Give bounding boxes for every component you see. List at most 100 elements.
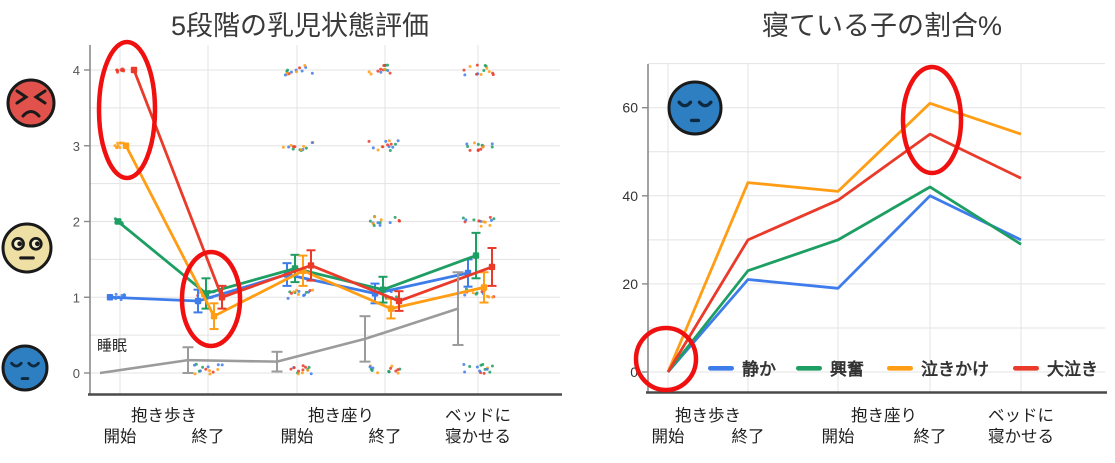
jitter-dot [462,68,466,72]
jitter-dot [286,68,290,72]
jitter-dot [289,143,293,147]
left-chart-title: 5段階の乳児状態評価 [171,11,429,41]
jitter-dot [479,72,483,76]
jitter-dot [378,221,382,225]
jitter-dot [297,369,301,373]
left-pupil [17,241,23,247]
series-line [666,132,1022,373]
jitter-dot [388,149,392,153]
jitter-dot [310,141,314,145]
jitter-dot [204,367,208,371]
jitter-dot [379,67,383,71]
jitter-dot [385,63,389,67]
jitter-dot [466,144,470,148]
jitter-dot [488,223,492,227]
point-marker [210,312,218,320]
jitter-dot [462,363,466,367]
frown-mouth [21,110,41,118]
jitter-dot [468,365,472,369]
series-line [106,258,473,314]
neutral-face-head [1,222,53,274]
x-sub-label: 開始 [281,427,314,446]
jitter-dot [475,291,479,295]
jitter-dot [307,365,311,369]
highlight-ellipse-annotation [96,39,158,181]
jitter-dot [464,287,468,291]
jitter-dot [471,291,475,295]
jitter-dot [367,70,371,74]
jitter-dot [472,218,476,222]
jitter-dot [373,215,377,219]
jitter-dot [371,146,375,150]
jitter-dot [301,364,305,368]
jitter-dot [381,145,385,149]
jitter-dot [476,142,480,146]
jitter-dot [283,73,287,77]
jitter-dot [485,367,489,371]
point-marker [194,297,202,305]
jitter-dot [369,72,373,76]
jitter-dot [118,141,122,145]
legend-label: 興奮 [830,359,864,379]
jitter-dot [371,366,375,370]
jitter-dot [115,68,119,72]
jitter-dot [376,148,380,152]
legend-label: 大泣き [1047,359,1098,379]
x-group-label: ベッドに [988,407,1054,425]
jitter-dot [304,290,308,294]
point-marker [395,297,403,305]
x-sub-label: 開始 [822,427,855,446]
jitter-dot [478,369,482,373]
jitter-dot [368,219,372,223]
jitter-dot [397,219,401,223]
x-sub-label: 開始 [652,427,685,446]
jitter-dot [287,145,291,149]
jitter-dot [306,368,310,372]
y-tick-label: 60 [622,100,638,116]
series-line [666,194,1022,373]
jitter-dot [115,70,119,74]
jitter-dot [483,220,487,224]
highlight-ellipse-annotation [633,325,699,393]
jitter-dot [298,66,302,70]
left-closed-eye [10,361,23,368]
jitter-dot [310,71,314,75]
jitter-dot [367,139,371,143]
y-tick-labels: 0 20 40 60 [622,100,648,380]
jitter-dot [382,63,386,67]
highlight-ellipse-annotation [179,249,243,349]
jitter-dot [303,63,307,67]
jitter-dot [388,221,392,225]
right-closed-eye [697,100,713,108]
jitter-dot [468,65,472,69]
point-marker [122,142,130,149]
series-sleep [99,271,464,375]
jitter-points [113,63,496,376]
legend-swatch [796,366,822,371]
x-sub-label: 終了 [914,427,947,446]
jitter-dot [302,144,306,148]
jitter-dot [485,294,489,298]
sleep-line-label: 睡眠 [97,337,127,354]
jitter-dot [114,292,118,296]
jitter-dot [201,365,205,369]
jitter-dot [304,365,308,369]
right-chart-title: 寝ている子の割合% [762,11,1002,41]
jitter-dot [289,367,293,371]
jitter-dot [311,288,315,292]
jitter-dot [116,143,120,147]
jitter-dot [296,292,300,296]
jitter-dot [118,146,122,150]
x-group-label: 抱き座り [851,406,917,425]
jitter-dot [388,71,392,75]
point-marker [218,294,226,301]
legend-label: 静か [742,359,776,379]
jitter-dot [492,217,496,221]
jitter-dot [490,364,494,368]
y-tick-label: 2 [73,215,80,230]
